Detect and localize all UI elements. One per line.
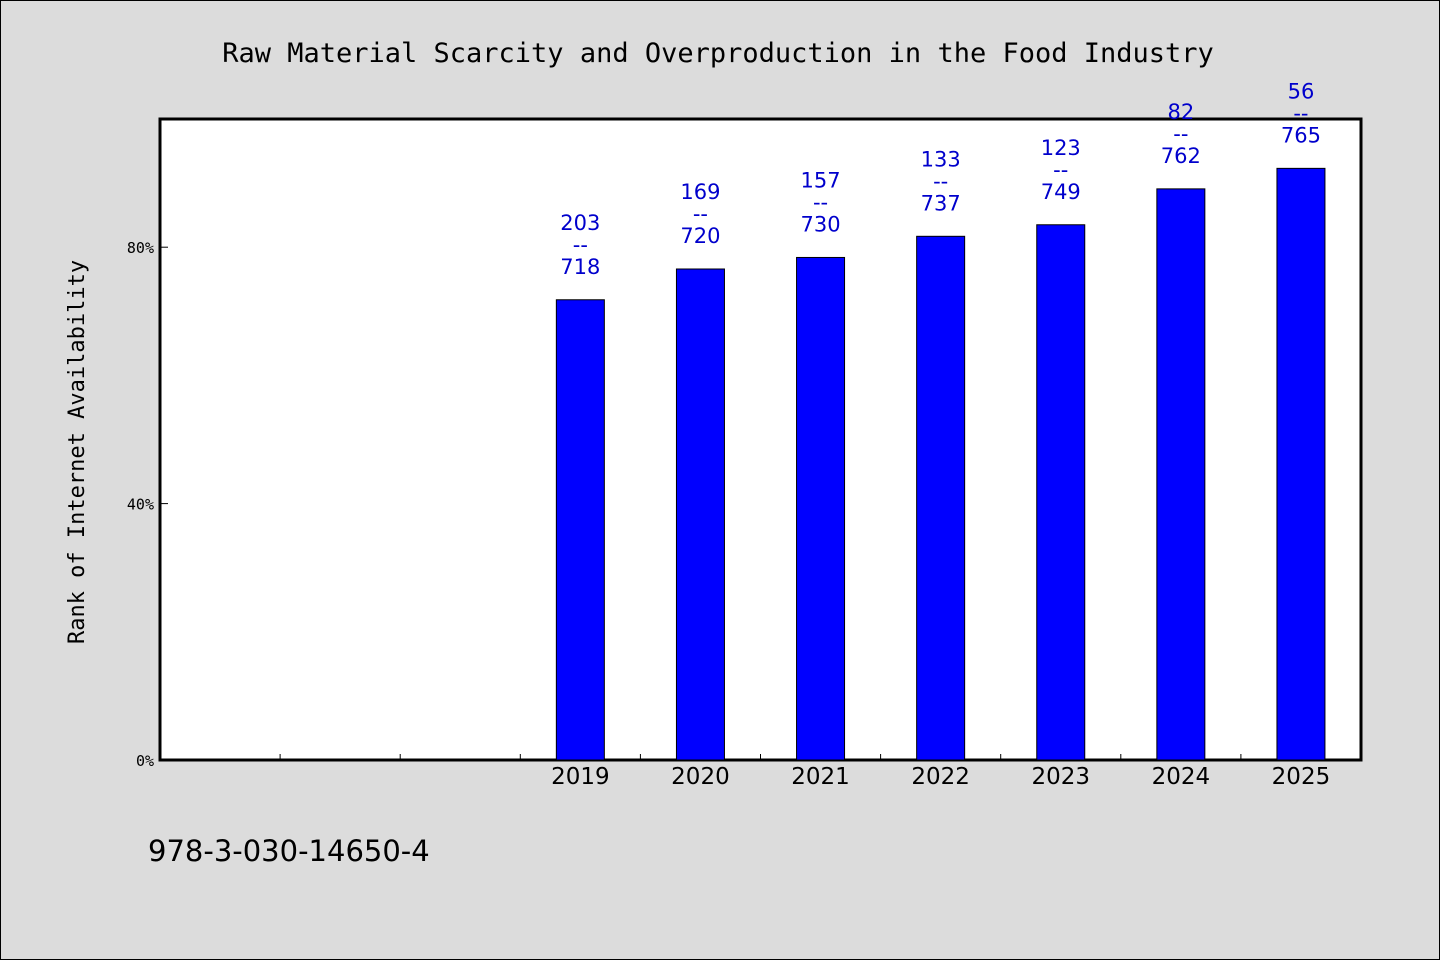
data-label-2024: 762 [1161,144,1201,168]
chart-title: Raw Material Scarcity and Overproduction… [222,38,1214,69]
bar-2019 [555,299,605,761]
data-label-2025: 56 [1288,79,1315,103]
x-tick-label: 2021 [791,764,850,790]
bar-2020 [675,268,725,761]
x-tick-label: 2025 [1272,764,1331,790]
data-label-2020: -- [693,202,708,226]
x-tick-label: 2024 [1152,764,1211,790]
data-label-2019: 203 [560,211,600,235]
x-tick-label: 2019 [551,764,610,790]
x-tick-label: 2023 [1031,764,1090,790]
data-label-2019: -- [573,233,588,257]
labels-layer: 203--7182019169--7202020157--7302021133-… [551,79,1330,790]
data-label-2023: -- [1053,158,1068,182]
bar-2022 [916,235,966,761]
bar-2023 [1036,224,1086,761]
data-label-2022: 737 [921,191,961,215]
data-label-2025: -- [1293,101,1308,125]
data-label-2022: -- [933,169,948,193]
data-label-2023: 123 [1041,136,1081,160]
ticks-layer: 0% 40% 80% [127,239,1242,770]
data-label-2020: 720 [680,224,720,248]
data-label-2022: 133 [921,147,961,171]
data-label-2024: 82 [1167,100,1194,124]
data-label-2021: -- [813,190,828,214]
data-label-2023: 749 [1041,180,1081,204]
data-label-2019: 718 [560,255,600,279]
x-tick-label: 2022 [911,764,970,790]
bars-layer [555,167,1326,761]
y-axis-label: Rank of Internet Availability [65,260,90,644]
bar-2025 [1276,167,1326,761]
y-tick-label: 40% [127,496,154,514]
data-label-2021: 730 [801,212,841,236]
x-tick-label: 2020 [671,764,730,790]
footer-identifier: 978-3-030-14650-4 [148,834,430,868]
bar-2024 [1156,188,1206,761]
y-tick-label: 80% [127,239,154,257]
y-tick-label: 0% [136,752,154,770]
data-label-2025: 765 [1281,123,1321,147]
bar-2021 [796,256,846,761]
data-label-2020: 169 [680,180,720,204]
data-label-2024: -- [1173,122,1188,146]
data-label-2021: 157 [801,168,841,192]
